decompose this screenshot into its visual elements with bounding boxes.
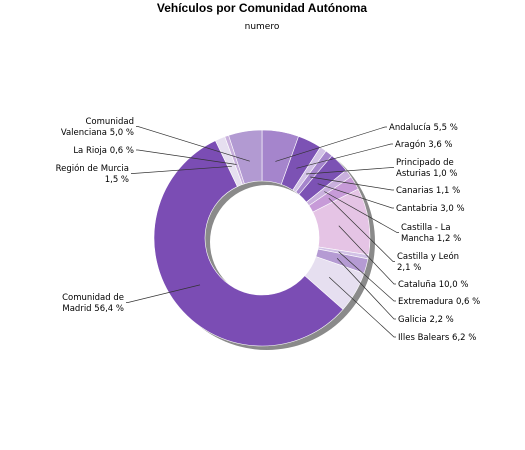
slice-label-cataluna: Cataluña 10,0 %	[398, 280, 468, 290]
slice-label-line: Mancha 1,2 %	[401, 234, 461, 244]
leader-line-cataluna	[338, 225, 396, 285]
slice-label-principado-de-asturias: Principado de Asturias 1,0 %	[396, 158, 457, 179]
leader-line-region-de-murcia	[131, 165, 232, 174]
slice-label-andalucia: Andalucía 5,5 %	[389, 123, 458, 133]
slice-label-line: Andalucía 5,5 %	[389, 123, 458, 133]
chart-subtitle: numero	[245, 22, 280, 32]
slice-label-line: Región de Murcia	[56, 163, 129, 174]
slice-label-line: Comunidad	[85, 117, 134, 127]
slice-label-la-rioja: La Rioja 0,6 %	[73, 146, 134, 156]
leader-line-galicia	[336, 258, 396, 320]
leader-line-aragon	[296, 143, 393, 169]
slice-label-line: 1,5 %	[105, 175, 129, 185]
leader-line-castilla-y-leon	[328, 197, 395, 262]
leader-line-castilla-la-mancha	[324, 191, 399, 233]
slice-label-line: Castilla y León	[397, 251, 459, 262]
slice-label-aragon: Aragón 3,6 %	[395, 139, 453, 150]
slice-label-line: Cataluña 10,0 %	[398, 280, 468, 290]
leader-line-principado-de-asturias	[306, 167, 394, 175]
donut-slices	[153, 129, 371, 347]
slice-label-comunidad-de-madrid: Comunidad de Madrid 56,4 %	[62, 293, 124, 314]
slice-label-line: La Rioja 0,6 %	[73, 146, 134, 156]
slice-label-illes-balears: Illes Balears 6,2 %	[398, 333, 476, 343]
slice-label-region-de-murcia: Región de Murcia 1,5 %	[56, 163, 129, 185]
slice-label-line: Principado de	[396, 158, 454, 168]
slice-label-line: 2,1 %	[397, 263, 421, 273]
slice-label-galicia: Galicia 2,2 %	[398, 315, 454, 325]
slice-label-line: Illes Balears 6,2 %	[398, 333, 476, 343]
leader-line-extremadura	[338, 251, 396, 302]
slice-label-line: Aragón 3,6 %	[395, 139, 453, 150]
leader-line-illes-balears	[328, 276, 396, 338]
slice-label-line: Galicia 2,2 %	[398, 315, 454, 325]
slice-label-cantabria: Cantabria 3,0 %	[396, 204, 465, 214]
slice-label-line: Cantabria 3,0 %	[396, 204, 465, 214]
slice-label-extremadura: Extremadura 0,6 %	[398, 297, 480, 307]
slice-comunidad-de-madrid	[153, 140, 344, 347]
slice-label-line: Asturias 1,0 %	[396, 169, 457, 179]
chart-title: Vehículos por Comunidad Autónoma	[157, 1, 368, 15]
slice-label-line: Canarias 1,1 %	[396, 186, 460, 196]
leader-line-la-rioja	[136, 149, 237, 165]
slice-label-line: Madrid 56,4 %	[62, 304, 124, 314]
slice-label-castilla-y-leon: Castilla y León 2,1 %	[397, 251, 459, 273]
slice-label-line: Valenciana 5,0 %	[61, 128, 134, 138]
slice-label-line: Extremadura 0,6 %	[398, 297, 480, 307]
slice-label-line: Castilla - La	[401, 223, 451, 233]
leader-line-cantabria	[317, 183, 394, 209]
slice-label-line: Comunidad de	[62, 293, 124, 303]
slice-label-canarias: Canarias 1,1 %	[396, 186, 460, 196]
slice-labels: Andalucía 5,5 % Aragón 3,6 % Principado de…	[56, 117, 481, 343]
slice-comunidad-valenciana	[228, 129, 263, 185]
slice-label-comunidad-valenciana: Comunidad Valenciana 5,0 %	[61, 117, 134, 138]
leader-line-comunidad-de-madrid	[126, 284, 201, 303]
slice-label-castilla-la-mancha: Castilla - La Mancha 1,2 %	[401, 223, 461, 244]
leader-lines	[126, 126, 399, 338]
leader-line-andalucia	[275, 126, 387, 162]
leader-line-comunidad-valenciana	[136, 126, 250, 162]
leader-line-canarias	[310, 176, 394, 191]
